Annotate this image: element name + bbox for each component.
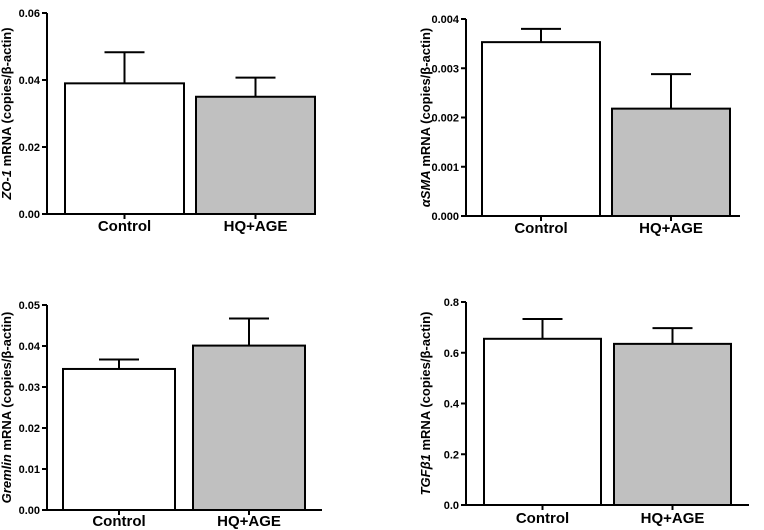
bar-hq-age	[195, 95, 316, 215]
y-axis-title: ZO-1 mRNA (copies/β-actin)	[0, 27, 14, 200]
gene-name: αSMA	[418, 170, 433, 207]
bar-hq-age	[192, 344, 306, 511]
y-tick-label: 0.003	[431, 63, 459, 75]
y-tick-label: 0.4	[444, 399, 460, 411]
x-category-label: HQ+AGE	[639, 220, 703, 237]
error-bar	[652, 327, 693, 344]
y-tick-label: 0.02	[19, 423, 40, 435]
error-bar	[651, 73, 691, 109]
error-bar	[229, 317, 269, 346]
y-tick-label: 0.004	[431, 14, 459, 26]
y-tick-label: 0.6	[444, 348, 459, 360]
bar-control	[483, 337, 602, 507]
y-tick-label: 0.0	[444, 500, 459, 512]
panel-2: 0.000 0.001 0.002 0.003 0.004 Control HQ+AGE αS…	[418, 14, 740, 237]
y-tick-label: 0.02	[19, 142, 40, 154]
y-tick-label: 0.00	[19, 505, 40, 517]
x-category-label: HQ+AGE	[217, 513, 281, 530]
y-tick-label: 0.002	[431, 113, 459, 125]
x-category-label: Control	[98, 218, 151, 235]
x-category-label: HQ+AGE	[224, 218, 288, 235]
y-tick-label: 0.03	[19, 382, 40, 394]
error-bar	[521, 27, 561, 43]
y-tick-label: 0.04	[19, 341, 41, 353]
x-category-label: Control	[514, 220, 567, 237]
y-axis-units: mRNA (copies/β-actin)	[0, 27, 14, 170]
bar-hq-age	[613, 342, 732, 506]
y-axis-units: mRNA (copies/β-actin)	[418, 312, 433, 455]
bar-control	[481, 41, 601, 217]
gene-name: ZO-1	[0, 170, 14, 201]
error-bar	[235, 76, 276, 97]
bar-control	[64, 82, 185, 215]
y-tick-label: 0.000	[431, 211, 459, 223]
y-tick-label: 0.06	[19, 8, 40, 20]
y-tick-label: 0.8	[444, 297, 459, 309]
y-tick-label: 0.00	[19, 209, 40, 221]
gene-name: TGFβ1	[418, 454, 433, 495]
x-category-label: Control	[516, 510, 569, 527]
error-bar	[104, 51, 145, 84]
y-tick-label: 0.05	[19, 300, 40, 312]
gene-name: Gremlin	[0, 454, 14, 503]
error-bar	[522, 318, 563, 339]
error-bar	[99, 358, 139, 369]
y-tick-label: 0.001	[431, 162, 459, 174]
y-tick-label: 0.01	[19, 464, 40, 476]
panel-4: 0.0 0.2 0.4 0.6 0.8 Control HQ+AGE TGFβ1 mRNA (…	[418, 297, 749, 527]
bar-hq-age	[611, 107, 731, 217]
x-category-label: HQ+AGE	[641, 510, 705, 527]
y-tick-label: 0.04	[19, 75, 41, 87]
y-axis-title: TGFβ1 mRNA (copies/β-actin)	[418, 312, 433, 496]
y-tick-label: 0.2	[444, 449, 459, 461]
panel-3: 0.00 0.01 0.02 0.03 0.04 0.05 Control HQ+AGE Gre…	[0, 300, 322, 530]
y-axis-title: αSMA mRNA (copies/β-actin)	[418, 28, 433, 207]
y-axis-units: mRNA (copies/β-actin)	[418, 28, 433, 171]
bar-control	[62, 367, 176, 511]
panel-1: 0.00 0.02 0.04 0.06 Control HQ+AGE ZO-1 mRNA (…	[0, 8, 316, 235]
y-axis-title: Gremlin mRNA (copies/β-actin)	[0, 312, 14, 504]
y-axis-units: mRNA (copies/β-actin)	[0, 312, 14, 455]
x-category-label: Control	[92, 513, 145, 530]
